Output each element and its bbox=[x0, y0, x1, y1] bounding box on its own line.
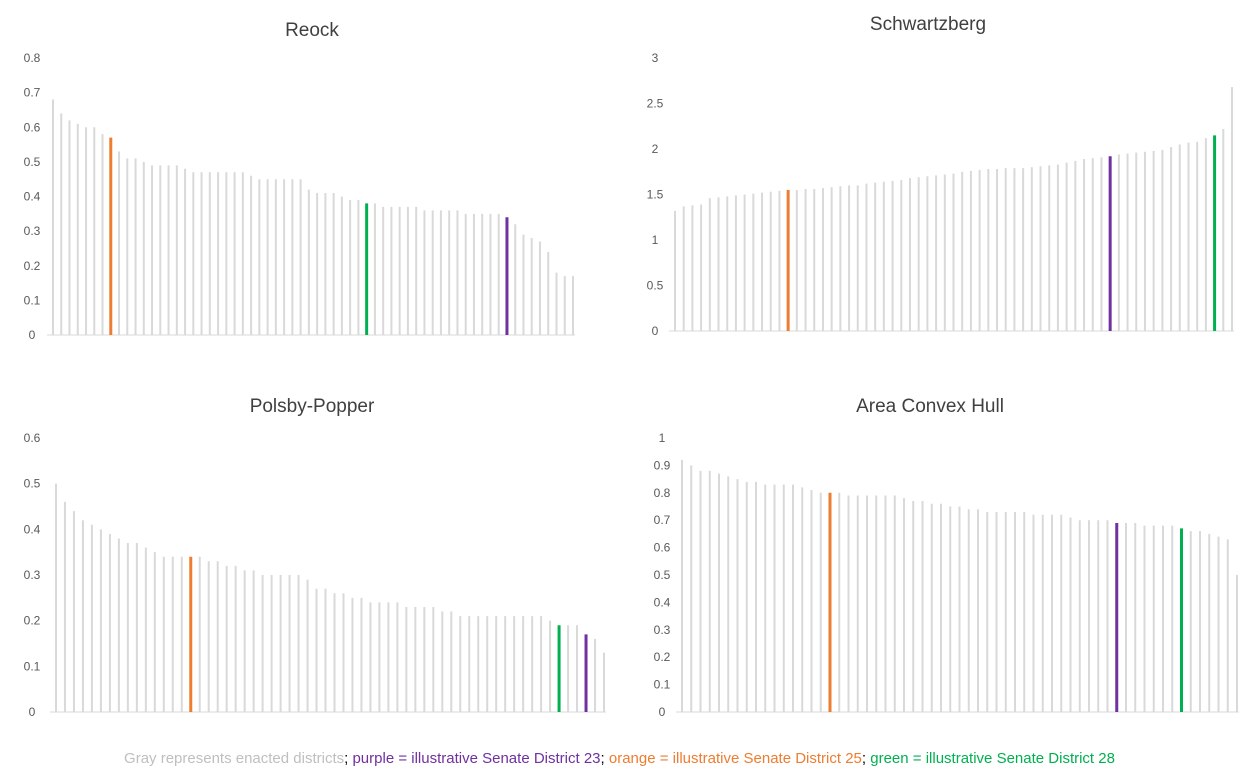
caption-green: green = illustrative Senate District 28 bbox=[870, 750, 1115, 767]
y-tick-label: 0.7 bbox=[24, 86, 41, 100]
caption-sep-3: ; bbox=[862, 750, 870, 767]
y-tick-label: 0 bbox=[29, 705, 36, 719]
y-tick-label: 2.5 bbox=[647, 97, 664, 111]
y-tick-label: 0.3 bbox=[654, 623, 671, 637]
y-tick-label: 0.3 bbox=[24, 568, 41, 582]
caption-purple: purple = illustrative Senate District 23 bbox=[352, 750, 600, 767]
chart-title: Reock bbox=[285, 20, 339, 41]
y-tick-label: 0.2 bbox=[654, 650, 671, 664]
y-tick-label: 0.5 bbox=[24, 155, 41, 169]
chart-panel-1: Schwartzberg 0 0.5 1 1.5 2 2.5 3 bbox=[647, 14, 1234, 338]
y-tick-label: 0.8 bbox=[24, 51, 41, 65]
chart-panel-3: Area Convex Hull 0 0.1 0.2 0.3 0.4 0.5 0.6 0.7 0.… bbox=[654, 396, 1239, 719]
y-tick-label: 0.5 bbox=[24, 477, 41, 491]
y-tick-label: 0.4 bbox=[654, 595, 671, 609]
y-tick-label: 0.1 bbox=[24, 293, 41, 307]
y-tick-label: 0.1 bbox=[654, 678, 671, 692]
caption-sep-2: ; bbox=[601, 750, 609, 767]
y-tick-label: 0.2 bbox=[24, 614, 41, 628]
y-tick-label: 0.4 bbox=[24, 522, 41, 536]
y-tick-label: 3 bbox=[652, 51, 659, 65]
chart-title: Schwartzberg bbox=[870, 14, 986, 35]
y-tick-label: 0.6 bbox=[654, 541, 671, 555]
caption-orange: orange = illustrative Senate District 25 bbox=[609, 750, 862, 767]
y-tick-label: 0.3 bbox=[24, 224, 41, 238]
y-tick-label: 0.9 bbox=[654, 458, 671, 472]
legend-caption: Gray represents enacted districts; purpl… bbox=[0, 750, 1239, 767]
y-tick-label: 0.5 bbox=[654, 568, 671, 582]
chart-title: Area Convex Hull bbox=[856, 396, 1004, 417]
y-tick-label: 1.5 bbox=[647, 188, 664, 202]
y-tick-label: 0.1 bbox=[24, 659, 41, 673]
y-tick-label: 0 bbox=[659, 705, 666, 719]
chart-panel-0: Reock 0 0.1 0.2 0.3 0.4 0.5 0.6 0.7 0.8 bbox=[24, 20, 575, 342]
y-tick-label: 0.2 bbox=[24, 259, 41, 273]
caption-gray: Gray represents enacted districts bbox=[124, 750, 344, 767]
y-tick-label: 0 bbox=[652, 324, 659, 338]
chart-title: Polsby-Popper bbox=[250, 396, 375, 417]
y-tick-label: 0.7 bbox=[654, 513, 671, 527]
y-tick-label: 0.6 bbox=[24, 120, 41, 134]
y-tick-label: 1 bbox=[652, 233, 659, 247]
y-tick-label: 0 bbox=[29, 328, 36, 342]
y-tick-label: 1 bbox=[659, 431, 666, 445]
y-tick-label: 0.6 bbox=[24, 431, 41, 445]
y-tick-label: 0.5 bbox=[647, 279, 664, 293]
chart-panel-2: Polsby-Popper 0 0.1 0.2 0.3 0.4 0.5 0.6 bbox=[24, 396, 606, 719]
y-tick-label: 0.8 bbox=[654, 486, 671, 500]
y-tick-label: 0.4 bbox=[24, 190, 41, 204]
y-tick-label: 2 bbox=[652, 142, 659, 156]
